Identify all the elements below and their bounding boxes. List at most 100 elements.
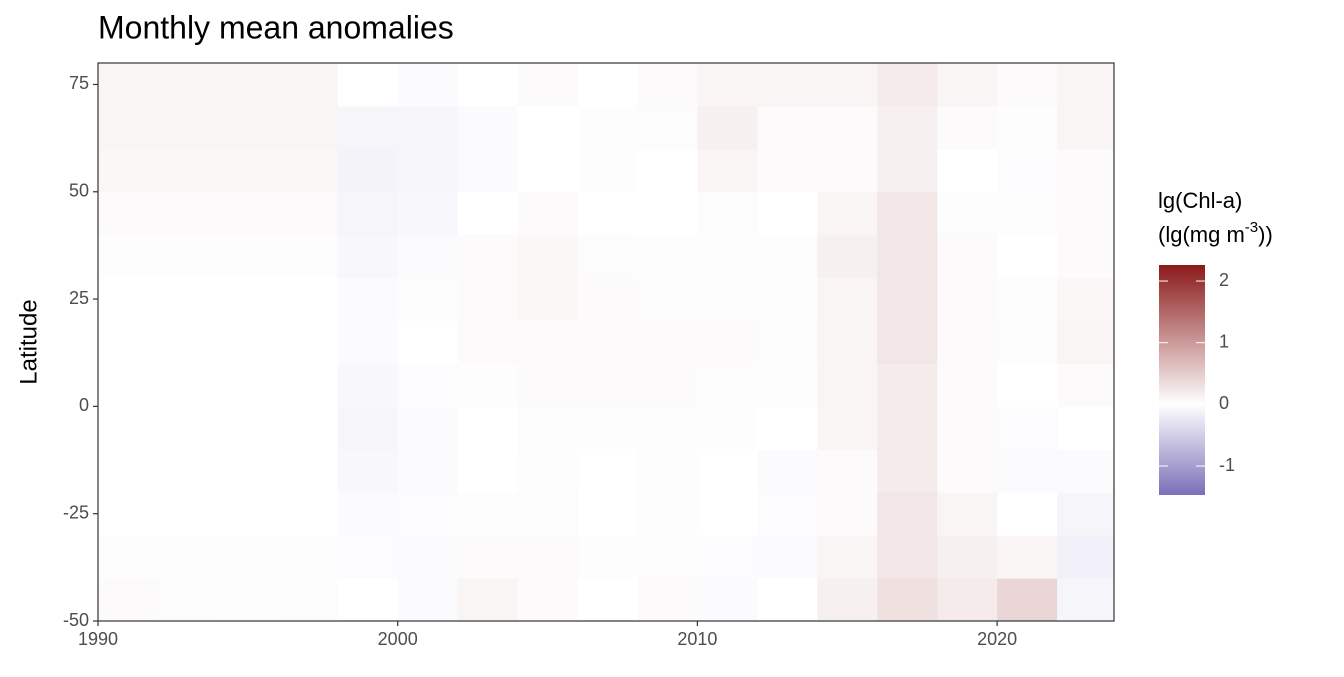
heatmap-cell [877, 63, 938, 107]
heatmap-cell [157, 191, 219, 236]
heatmap-cell [517, 406, 579, 450]
heatmap-cell [997, 535, 1058, 579]
heatmap-cell [337, 191, 399, 236]
heatmap-cell [637, 578, 698, 621]
heatmap-cell [517, 492, 579, 536]
heatmap-cell [997, 234, 1058, 279]
heatmap-cell [997, 492, 1058, 536]
heatmap-cell [517, 234, 579, 279]
heatmap-cell [757, 277, 818, 322]
heatmap-cell [397, 363, 459, 407]
heatmap-cell [397, 191, 459, 236]
heatmap-cell [697, 320, 758, 364]
heatmap-cell [517, 277, 579, 322]
heatmap-cell [637, 148, 698, 193]
y-tick-label: -50 [63, 610, 89, 630]
heatmap-cell [577, 234, 638, 279]
heatmap-cell [817, 578, 878, 621]
heatmap-cell [637, 320, 698, 364]
heatmap-cell [577, 191, 638, 236]
heatmap-cell [157, 449, 219, 493]
heatmap-cell [937, 320, 998, 364]
heatmap-cell [457, 63, 519, 107]
heatmap-cell [98, 406, 159, 450]
heatmap-cell [337, 63, 399, 107]
heatmap-cell [757, 320, 818, 364]
heatmap-cell [217, 320, 279, 364]
heatmap-cell [697, 148, 758, 193]
heatmap-cell [98, 63, 159, 107]
heatmap-cell [1057, 320, 1114, 364]
legend-title-sup: -3 [1245, 219, 1258, 236]
colorbar-tick-label: 2 [1219, 270, 1229, 290]
heatmap-cell [877, 320, 938, 364]
heatmap-cell [817, 148, 878, 193]
heatmap-cell [997, 578, 1058, 621]
legend-title-part: (lg(mg m [1158, 222, 1245, 247]
heatmap-cell [277, 535, 339, 579]
heatmap-cell [757, 234, 818, 279]
heatmap-cell [1057, 578, 1114, 621]
heatmap-cell [577, 63, 638, 107]
heatmap-cell [697, 105, 758, 150]
heatmap-cell [517, 578, 579, 621]
heatmap-cell [817, 320, 878, 364]
heatmap-cell [217, 578, 279, 621]
heatmap-cell [397, 492, 459, 536]
y-tick-label: -25 [63, 502, 89, 522]
heatmap-cell [637, 63, 698, 107]
heatmap-cell [697, 277, 758, 322]
heatmap-cell [517, 63, 579, 107]
heatmap-cell [817, 63, 878, 107]
heatmap-cell [397, 535, 459, 579]
heatmap-cell [757, 406, 818, 450]
heatmap-cell [277, 105, 339, 150]
heatmap-cell [877, 578, 938, 621]
chart-title: Monthly mean anomalies [98, 9, 454, 45]
heatmap-cell [397, 320, 459, 364]
heatmap-cell [217, 148, 279, 193]
heatmap-cell [397, 406, 459, 450]
heatmap-cell [577, 449, 638, 493]
legend-title: (lg(mg m-3)) [1158, 219, 1273, 247]
legend-title-part: )) [1258, 222, 1273, 247]
heatmap-cell [397, 105, 459, 150]
heatmap-cell [157, 535, 219, 579]
heatmap-cell [157, 234, 219, 279]
x-tick-label: 1990 [78, 629, 118, 649]
heatmap-cell [937, 63, 998, 107]
heatmap-cell [757, 492, 818, 536]
heatmap-cell [98, 492, 159, 536]
heatmap-cell [637, 492, 698, 536]
heatmap-cell [157, 492, 219, 536]
heatmap-cell [817, 105, 878, 150]
heatmap-cell [997, 105, 1058, 150]
heatmap-cell [817, 492, 878, 536]
heatmap-cell [757, 578, 818, 621]
heatmap-cell [457, 277, 519, 322]
heatmap-cell [397, 578, 459, 621]
heatmap-cell [217, 105, 279, 150]
heatmap-cell [397, 148, 459, 193]
heatmap-cell [457, 105, 519, 150]
y-tick-label: 0 [79, 395, 89, 415]
heatmap-cell [157, 320, 219, 364]
heatmap-cell [697, 449, 758, 493]
heatmap-cell [98, 105, 159, 150]
heatmap-cell [397, 234, 459, 279]
heatmap-cell [217, 63, 279, 107]
heatmap-cell [157, 578, 219, 621]
heatmap-cell [817, 535, 878, 579]
heatmap-cell [157, 277, 219, 322]
heatmap-cell [817, 449, 878, 493]
heatmap-cell [277, 449, 339, 493]
heatmap-cell [757, 63, 818, 107]
heatmap-cell [877, 492, 938, 536]
heatmap-cell [1057, 63, 1114, 107]
heatmap-cell [577, 277, 638, 322]
heatmap-cell [277, 63, 339, 107]
heatmap-cell [457, 492, 519, 536]
heatmap-cell [217, 535, 279, 579]
heatmap-cell [1057, 535, 1114, 579]
